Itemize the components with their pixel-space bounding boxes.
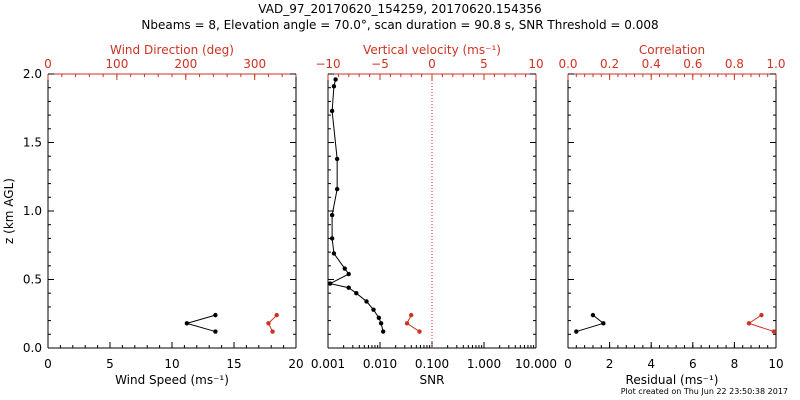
- bottom-series-point: [327, 281, 333, 286]
- bottom-series-point: [354, 291, 359, 296]
- y-tick-label: 2.0: [23, 67, 42, 81]
- bottom-tick-label: 0.100: [415, 357, 449, 371]
- bottom-tick-label: 1.000: [467, 357, 501, 371]
- chart-subtitle: Nbeams = 8, Elevation angle = 70.0°, sca…: [141, 18, 659, 32]
- bottom-series-point: [329, 108, 335, 114]
- top-tick-label: 200: [174, 57, 197, 71]
- bottom-series-point: [376, 315, 382, 321]
- bottom-tick-label: 6: [689, 357, 697, 371]
- top-tick-label: 100: [105, 57, 128, 71]
- top-series-point: [404, 321, 410, 326]
- top-series-point: [771, 329, 777, 334]
- bottom-series-point: [334, 186, 340, 192]
- bottom-series-line: [185, 314, 216, 333]
- top-tick-label: 0.4: [642, 57, 661, 71]
- top-axis-label: Correlation: [639, 43, 705, 57]
- top-tick-label: 0: [44, 57, 52, 71]
- bottom-series-point: [331, 251, 337, 256]
- bottom-series-point: [590, 312, 596, 318]
- bottom-tick-label: 0.001: [311, 357, 345, 371]
- y-tick-label: 0.0: [23, 341, 42, 355]
- top-series-point: [759, 312, 764, 318]
- y-axis-label: z (km AGL): [2, 178, 16, 244]
- top-series-point: [270, 329, 275, 334]
- top-tick-label: 0.2: [600, 57, 619, 71]
- bottom-tick-label: 20: [288, 357, 303, 371]
- top-series-point: [417, 329, 422, 334]
- bottom-series-point: [329, 212, 335, 218]
- bottom-series-point: [342, 266, 347, 271]
- top-tick-label: 1.0: [766, 57, 785, 71]
- y-tick-label: 1.0: [23, 204, 42, 218]
- top-tick-label: 0.8: [725, 57, 744, 71]
- bottom-tick-label: 2: [606, 357, 614, 371]
- bottom-series-point: [333, 77, 338, 82]
- bottom-series-point: [346, 271, 351, 277]
- bottom-tick-label: 0: [44, 357, 52, 371]
- bottom-series-point: [329, 236, 335, 241]
- bottom-tick-label: 8: [731, 357, 739, 371]
- bottom-tick-label: 10.000: [515, 357, 557, 371]
- top-series-line: [747, 314, 775, 333]
- bottom-tick-label: 0: [564, 357, 572, 371]
- plot-created-note: Plot created on Thu Jun 22 23:50:38 2017: [620, 387, 788, 396]
- top-tick-label: 0: [428, 57, 436, 71]
- bottom-series-point: [380, 329, 386, 334]
- top-axis-label: Vertical velocity (ms⁻¹): [363, 43, 501, 57]
- top-series-point: [274, 312, 279, 318]
- bottom-series-point: [364, 299, 369, 304]
- y-tick-label: 0.5: [23, 273, 42, 287]
- bottom-series-point: [371, 307, 376, 312]
- bottom-series-point: [346, 285, 351, 290]
- bottom-series-point: [213, 312, 218, 318]
- bottom-tick-label: 10: [768, 357, 783, 371]
- bottom-series-point: [331, 84, 337, 89]
- bottom-series-point: [378, 321, 384, 326]
- y-tick-label: 1.5: [23, 136, 42, 150]
- top-series-point: [409, 312, 414, 318]
- top-series-point: [746, 321, 752, 326]
- bottom-series-point: [574, 329, 579, 334]
- bottom-tick-label: 0.010: [363, 357, 397, 371]
- chart-title: VAD_97_20170620_154259, 20170620.154356: [258, 2, 542, 16]
- bottom-series-point: [213, 329, 218, 334]
- top-tick-label: 10: [528, 57, 543, 71]
- bottom-tick-label: 15: [226, 357, 241, 371]
- top-tick-label: 5: [480, 57, 488, 71]
- x-axis-label: Residual (ms⁻¹): [626, 373, 719, 387]
- x-axis-label: SNR: [420, 373, 445, 387]
- top-tick-label: 0.6: [683, 57, 702, 71]
- top-series-point: [266, 321, 271, 326]
- bottom-series-point: [601, 321, 606, 326]
- top-tick-label: 0.0: [558, 57, 577, 71]
- bottom-tick-label: 5: [106, 357, 114, 371]
- bottom-tick-label: 4: [647, 357, 655, 371]
- bottom-series-point: [334, 156, 340, 162]
- x-axis-label: Wind Speed (ms⁻¹): [115, 373, 229, 387]
- top-tick-label: −10: [315, 57, 340, 71]
- top-tick-label: 300: [243, 57, 266, 71]
- bottom-series-line: [576, 314, 605, 333]
- top-tick-label: −5: [371, 57, 389, 71]
- bottom-series-point: [184, 321, 190, 326]
- bottom-tick-label: 10: [164, 357, 179, 371]
- top-axis-label: Wind Direction (deg): [110, 43, 234, 57]
